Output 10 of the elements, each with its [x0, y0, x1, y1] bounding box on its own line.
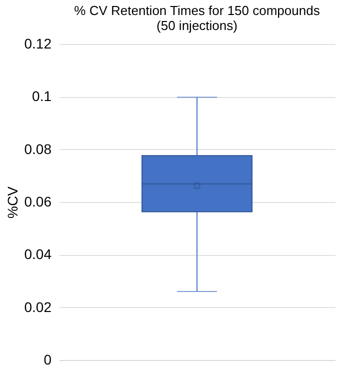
text: (50 injections) — [156, 18, 238, 33]
y-tick-label: 0.04 — [24, 246, 52, 262]
text: % CV Retention Times for 150 compounds — [74, 3, 320, 18]
y-tick-label: 0.06 — [24, 194, 52, 210]
y-tick-label: 0.1 — [32, 88, 52, 104]
y-tick-label: 0.02 — [24, 298, 52, 315]
y-tick-label: 0.08 — [24, 140, 52, 157]
y-axis-title: %CV — [4, 186, 20, 218]
y-tick-label: 0.12 — [24, 36, 52, 52]
y-tick-label: 0 — [44, 352, 52, 368]
